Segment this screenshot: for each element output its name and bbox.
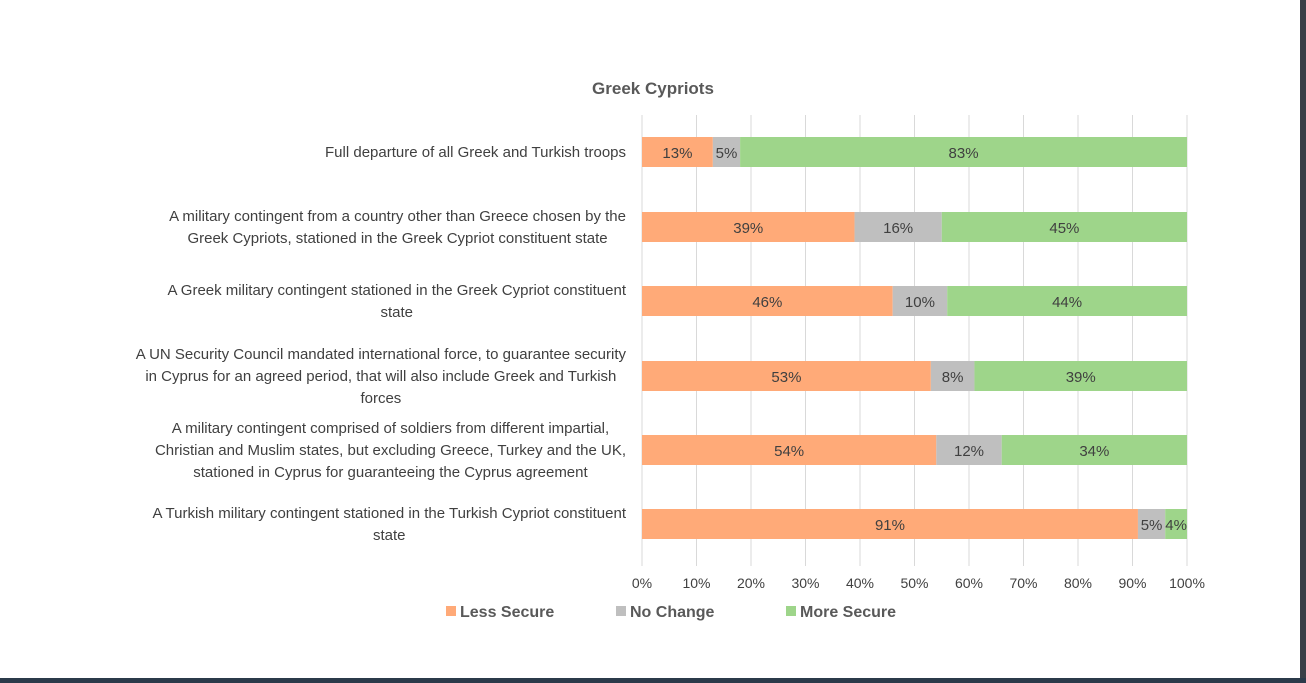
- x-tick-label: 10%: [682, 575, 710, 591]
- bar-segment: [642, 435, 937, 465]
- bars: 13% 5% 83% 39% 16% 45% 46% 10% 44% 53% 8% 39% 54% 12%…: [642, 137, 1187, 539]
- category-label: A military contingent comprised of soldi…: [155, 420, 626, 481]
- x-tick-label: 70%: [1009, 575, 1037, 591]
- legend-swatch: [616, 606, 626, 616]
- chart-title: Greek Cypriots: [592, 79, 714, 98]
- x-tick-label: 100%: [1169, 575, 1205, 591]
- bar-segment: [947, 286, 1187, 316]
- data-label: 16%: [883, 220, 913, 237]
- bar-segment: [854, 212, 942, 242]
- bar-segment: [642, 286, 893, 316]
- data-label: 46%: [752, 294, 782, 311]
- taskbar-strip: [0, 678, 1306, 683]
- data-label: 34%: [1079, 443, 1109, 460]
- data-label: 53%: [771, 369, 801, 386]
- bar-segment: [1001, 435, 1187, 465]
- bar-segment: [642, 361, 931, 391]
- data-label: 54%: [774, 443, 804, 460]
- legend-label: Less Secure: [460, 604, 554, 621]
- legend-swatch: [446, 606, 456, 616]
- bar-segment: [712, 137, 741, 167]
- data-label: 12%: [954, 443, 984, 460]
- legend: Less Secure No Change More Secure: [446, 604, 896, 621]
- category-label: A Greek military contingent stationed in…: [167, 282, 626, 321]
- gridlines: [641, 115, 1188, 566]
- legend-swatch: [786, 606, 796, 616]
- x-tick-label: 20%: [737, 575, 765, 591]
- data-label: 8%: [942, 369, 964, 386]
- category-label: A Turkish military contingent stationed …: [152, 505, 626, 544]
- data-label: 91%: [875, 517, 905, 534]
- bar-segment: [941, 212, 1187, 242]
- legend-label: More Secure: [800, 604, 896, 621]
- bar-segment: [974, 361, 1187, 391]
- category-label: A UN Security Council mandated internati…: [136, 346, 627, 407]
- bar-segment: [740, 137, 1187, 167]
- data-label: 5%: [1141, 517, 1163, 534]
- legend-label: No Change: [630, 604, 715, 621]
- x-tick-label: 60%: [955, 575, 983, 591]
- data-label: 45%: [1049, 220, 1079, 237]
- bar-segment: [892, 286, 948, 316]
- bar-segment: [936, 435, 1002, 465]
- x-axis-ticks: 0% 10% 20% 30% 40% 50% 60% 70% 80% 90% 100%: [632, 575, 1205, 591]
- data-label: 13%: [662, 145, 692, 162]
- bar-segment: [642, 509, 1138, 539]
- category-label: A military contingent from a country oth…: [169, 208, 626, 247]
- x-tick-label: 40%: [846, 575, 874, 591]
- category-labels: Full departure of all Greek and Turkish …: [136, 144, 627, 544]
- category-label: Full departure of all Greek and Turkish …: [325, 144, 626, 161]
- bar-segment: [1165, 509, 1187, 539]
- x-tick-label: 0%: [632, 575, 652, 591]
- window-edge: [1300, 0, 1306, 683]
- data-label: 83%: [949, 145, 979, 162]
- data-label: 44%: [1052, 294, 1082, 311]
- bar-segment: [930, 361, 975, 391]
- bar-segment: [642, 137, 713, 167]
- x-tick-label: 90%: [1118, 575, 1146, 591]
- data-label: 10%: [905, 294, 935, 311]
- bar-segment: [1137, 509, 1166, 539]
- data-label: 39%: [1066, 369, 1096, 386]
- x-tick-label: 50%: [900, 575, 928, 591]
- data-label: 5%: [716, 145, 738, 162]
- data-label: 4%: [1165, 517, 1187, 534]
- x-tick-label: 30%: [791, 575, 819, 591]
- data-label: 39%: [733, 220, 763, 237]
- bar-segment: [642, 212, 855, 242]
- x-tick-label: 80%: [1064, 575, 1092, 591]
